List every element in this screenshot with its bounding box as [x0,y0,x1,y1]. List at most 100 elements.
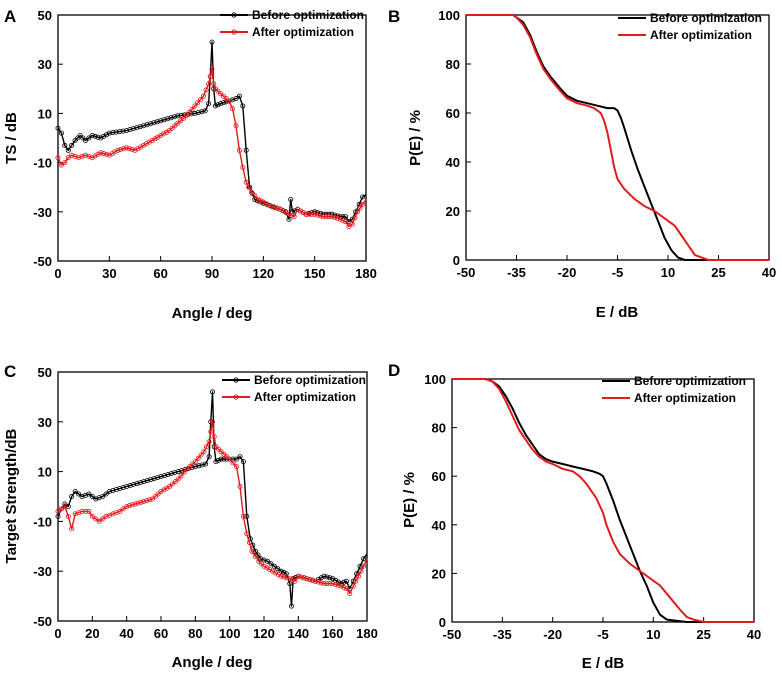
data-point-after [295,573,301,579]
data-point-after [309,211,315,217]
data-point-after [206,439,212,445]
data-point-after [343,586,349,592]
data-point-after [65,155,71,161]
data-point-after [147,497,153,503]
data-point-after [178,473,184,479]
data-point-after [341,584,347,590]
data-point-after [58,162,64,168]
data-point-after [289,577,295,583]
data-point-after [360,201,366,207]
data-point-after [181,469,187,475]
data-point-after [263,201,269,207]
legend-entry-before: Before optimization [634,374,746,388]
data-point-before [65,503,71,509]
data-point-before [264,558,270,564]
y-tick-label: 50 [38,8,52,23]
data-point-before [134,125,140,131]
x-tick-label: 40 [119,626,133,641]
data-point-after [198,452,204,458]
data-point-after [233,123,239,129]
data-point-after [195,100,201,106]
data-point-before [117,485,123,491]
x-tick-label: 160 [322,626,344,641]
data-point-before [117,129,123,135]
data-point-before [120,128,126,134]
data-point-before [130,481,136,487]
panel-letter: A [4,7,16,26]
data-point-before [281,569,287,575]
data-point-after [152,136,158,142]
data-point-after [132,501,138,507]
data-point-after [357,205,363,211]
data-point-before [172,470,178,476]
data-point-after [218,91,224,97]
data-point-after [172,123,178,129]
data-point-after [237,483,243,489]
data-point-after [207,74,213,80]
data-point-before [96,495,102,501]
x-tick-label: 0 [54,626,61,641]
data-point-before [243,147,249,153]
data-point-after [103,513,109,519]
data-point-after [284,575,290,581]
data-point-after [246,184,252,190]
panel-letter: C [4,362,16,381]
data-point-after [55,155,61,161]
data-point-before [215,102,221,108]
data-point-after [220,93,226,99]
data-point-after [255,196,261,202]
data-point-after [321,581,327,587]
series-line-before [466,14,769,261]
data-point-after [338,583,344,589]
data-point-after [149,496,155,502]
y-tick-label: -50 [33,254,52,269]
data-point-before [69,142,75,148]
data-point-before [240,103,246,109]
data-point-before [195,110,201,116]
data-point-after [244,531,250,537]
data-point-after [354,209,360,215]
data-point-after [240,513,246,519]
data-point-after [86,508,92,514]
y-tick-label: 80 [432,421,446,436]
data-point-before [252,548,258,554]
data-point-before [158,474,164,480]
y-tick-label: 60 [432,469,446,484]
data-point-before [161,473,167,479]
x-tick-label: -50 [457,265,476,280]
data-point-after [248,189,254,195]
y-tick-label: 10 [38,465,52,480]
data-point-before [137,480,143,486]
data-point-after [275,205,281,211]
data-point-before [113,486,119,492]
data-point-before [155,475,161,481]
data-point-after [215,446,221,452]
data-point-after [329,214,335,220]
y-tick-label: -10 [33,514,52,529]
data-point-after [172,479,178,485]
data-point-after [178,118,184,124]
y-tick-label: 20 [446,204,460,219]
data-point-after [317,213,323,219]
data-point-after [58,506,64,512]
data-point-after [226,98,232,104]
data-point-before [171,114,177,120]
data-point-after [230,460,236,466]
data-point-after [104,151,110,157]
x-tick-label: 180 [355,266,377,281]
data-point-after [289,212,295,218]
data-point-after [227,456,233,462]
data-point-after [352,215,358,221]
data-point-after [258,561,264,567]
data-point-after [192,103,198,109]
data-point-after [180,115,186,121]
data-point-after [152,493,158,499]
data-point-before [203,461,209,467]
data-point-after [233,464,239,470]
data-point-before [196,463,202,469]
data-point-before [209,389,215,395]
data-point-after [304,576,310,582]
data-point-after [312,578,318,584]
data-point-after [258,198,264,204]
data-point-after [218,449,224,455]
